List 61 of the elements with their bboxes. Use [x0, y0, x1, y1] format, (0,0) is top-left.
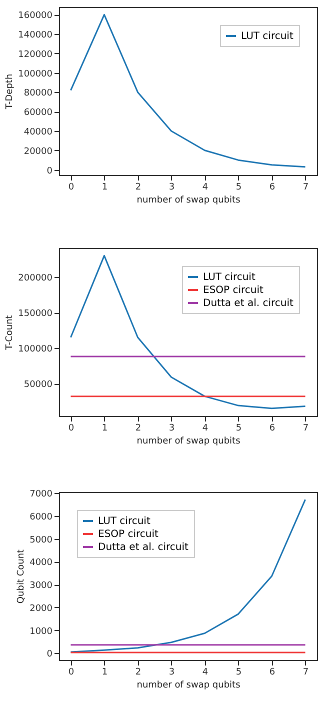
y-axis-title: T-Count [5, 314, 16, 351]
y-tick-label: 160000 [18, 11, 53, 22]
y-tick-label: 6000 [30, 512, 53, 522]
x-tick-label: 3 [168, 424, 175, 434]
y-axis-title: Qubit Count [16, 548, 27, 604]
x-tick-label: 4 [202, 668, 208, 678]
x-tick-label: 0 [68, 668, 74, 678]
y-tick-label: 0 [46, 166, 53, 176]
x-tick-label: 4 [202, 424, 208, 434]
x-tick-label: 7 [302, 424, 309, 434]
y-tick-label: 100000 [18, 344, 53, 355]
x-tick-label: 2 [135, 668, 142, 678]
y-tick-label: 1000 [30, 626, 53, 637]
x-tick-label: 6 [269, 182, 276, 192]
y-tick-label: 2000 [30, 604, 53, 614]
x-tick-label: 6 [269, 668, 276, 678]
legend-label: LUT circuit [98, 516, 150, 527]
line-series [70, 14, 306, 168]
x-tick-label: 3 [168, 182, 175, 192]
x-tick-label: 2 [135, 424, 142, 434]
legend-label: ESOP circuit [98, 529, 159, 540]
y-tick-label: 200000 [18, 273, 53, 284]
x-tick-label: 2 [135, 182, 142, 192]
y-tick-label: 100000 [18, 69, 53, 80]
x-axis-title: number of swap qubits [136, 196, 241, 206]
x-axis-title: number of swap qubits [136, 436, 241, 446]
legend-label: ESOP circuit [203, 285, 264, 296]
x-tick-label: 5 [236, 182, 242, 192]
line-series [70, 254, 306, 410]
legend-label: Dutta et al. circuit [203, 298, 294, 309]
y-tick-label: 40000 [24, 127, 53, 138]
x-tick-label: 6 [269, 424, 276, 434]
y-tick-label: 4000 [30, 558, 53, 568]
y-tick-label: 7000 [30, 490, 53, 500]
x-tick-label: 3 [168, 668, 175, 678]
x-tick-label: 1 [102, 424, 108, 434]
legend-label: Dutta et al. circuit [98, 542, 188, 553]
y-tick-label: 5000 [30, 535, 53, 546]
y-tick-label: 120000 [18, 50, 53, 60]
legend-label: LUT circuit [241, 31, 294, 42]
x-tick-label: 5 [236, 424, 242, 434]
x-tick-label: 0 [68, 424, 74, 434]
x-tick-label: 7 [302, 668, 309, 678]
y-tick-label: 80000 [24, 88, 53, 99]
x-tick-label: 7 [302, 182, 309, 192]
y-axis-title: T-Depth [5, 74, 16, 110]
x-axis-title: number of swap qubits [136, 680, 241, 690]
x-tick-label: 0 [68, 182, 74, 192]
y-tick-label: 20000 [24, 146, 53, 157]
x-tick-label: 5 [236, 668, 242, 678]
y-tick-label: 3000 [30, 581, 53, 592]
y-tick-label: 50000 [24, 380, 53, 390]
y-tick-label: 0 [46, 650, 53, 660]
legend-label: LUT circuit [203, 272, 256, 283]
y-tick-label: 140000 [18, 30, 53, 41]
y-tick-label: 150000 [18, 309, 53, 319]
line-series [70, 498, 306, 653]
x-tick-label: 1 [102, 182, 108, 192]
x-tick-label: 1 [102, 668, 108, 678]
y-tick-label: 60000 [24, 108, 53, 118]
x-tick-label: 4 [202, 182, 208, 192]
